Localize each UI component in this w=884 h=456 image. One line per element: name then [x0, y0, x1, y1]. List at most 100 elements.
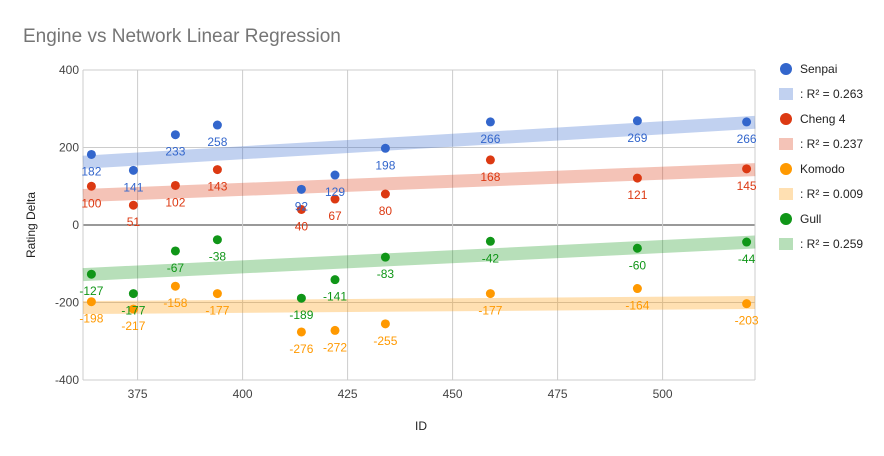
- data-label-cheng-4: 145: [737, 179, 757, 193]
- data-label-komodo: -164: [625, 299, 649, 313]
- point-komodo: [296, 327, 306, 337]
- legend-marker-gull: [780, 213, 792, 225]
- x-tick-label: 375: [128, 387, 148, 401]
- point-senpai: [632, 116, 642, 126]
- data-label-komodo: -276: [289, 342, 313, 356]
- data-label-senpai: 233: [165, 145, 185, 159]
- point-komodo: [380, 319, 390, 329]
- point-gull: [128, 289, 138, 299]
- data-label-gull: -83: [377, 267, 395, 281]
- legend-trend-label-senpai: : R² = 0.263: [800, 87, 863, 101]
- grid: [82, 69, 756, 381]
- point-gull: [86, 269, 96, 279]
- point-komodo: [632, 284, 642, 294]
- point-gull: [170, 246, 180, 256]
- data-label-komodo: -255: [373, 334, 397, 348]
- point-senpai: [380, 143, 390, 153]
- point-senpai: [296, 184, 306, 194]
- data-label-gull: -177: [121, 304, 145, 318]
- x-axis-label: ID: [415, 419, 427, 433]
- legend-trend-label-cheng-4: : R² = 0.237: [800, 137, 863, 151]
- trendline-senpai: [82, 115, 756, 169]
- point-cheng-4: [632, 173, 642, 183]
- y-tick-label: 200: [59, 141, 79, 155]
- data-label-senpai: 129: [325, 185, 345, 199]
- y-tick-label: -200: [55, 296, 79, 310]
- x-tick-label: 500: [653, 387, 673, 401]
- point-cheng-4: [485, 155, 495, 165]
- point-komodo: [128, 304, 138, 314]
- legend-trend-swatch-senpai: [779, 88, 793, 100]
- point-gull: [742, 237, 752, 247]
- data-label-gull: -38: [209, 250, 227, 264]
- data-label-senpai: 266: [737, 132, 757, 146]
- data-label-komodo: -217: [121, 319, 145, 333]
- trendline-gull: [82, 235, 756, 282]
- legend-trend-swatch-komodo: [779, 188, 793, 200]
- data-label-cheng-4: 168: [480, 170, 500, 184]
- legend-marker-komodo: [780, 163, 792, 175]
- chart-title: Engine vs Network Linear Regression: [23, 26, 341, 47]
- data-label-komodo: -177: [205, 304, 229, 318]
- y-axis-label: Rating Delta: [24, 192, 38, 258]
- data-label-komodo: -198: [79, 312, 103, 326]
- data-label-cheng-4: 121: [627, 188, 647, 202]
- data-label-senpai: 269: [627, 131, 647, 145]
- point-komodo: [170, 281, 180, 291]
- data-label-cheng-4: 100: [81, 196, 101, 210]
- point-cheng-4: [128, 200, 138, 210]
- data-label-cheng-4: 143: [207, 180, 227, 194]
- data-label-gull: -44: [738, 252, 756, 266]
- y-tick-label: 0: [72, 218, 79, 232]
- legend-trend-swatch-cheng-4: [779, 138, 793, 150]
- data-label-gull: -127: [79, 284, 103, 298]
- x-tick-label: 475: [548, 387, 568, 401]
- data-label-gull: -42: [482, 251, 500, 265]
- x-tick-label: 400: [233, 387, 253, 401]
- point-senpai: [86, 149, 96, 159]
- trendline-komodo: [82, 296, 756, 315]
- data-label-gull: -141: [323, 290, 347, 304]
- trendline-cheng-4: [82, 163, 756, 203]
- point-senpai: [128, 165, 138, 175]
- legend-marker-cheng-4: [780, 113, 792, 125]
- legend-trend-label-gull: : R² = 0.259: [800, 237, 863, 251]
- point-cheng-4: [170, 180, 180, 190]
- data-label-cheng-4: 67: [328, 209, 342, 223]
- point-gull: [632, 243, 642, 253]
- point-cheng-4: [86, 181, 96, 191]
- point-senpai: [485, 117, 495, 127]
- data-label-gull: -67: [167, 261, 185, 275]
- legend-marker-senpai: [780, 63, 792, 75]
- legend-label-gull: Gull: [800, 212, 821, 226]
- y-tick-label: -400: [55, 373, 79, 387]
- data-labels: 182 141 233 258 92 129 198 266 269 266 100 51 102 143…: [79, 131, 759, 356]
- trendlines: [82, 115, 756, 315]
- data-label-komodo: -272: [323, 340, 347, 354]
- point-komodo: [330, 325, 340, 335]
- data-label-senpai: 266: [480, 132, 500, 146]
- point-senpai: [330, 170, 340, 180]
- point-gull: [380, 252, 390, 262]
- point-cheng-4: [212, 165, 222, 175]
- point-komodo: [212, 289, 222, 299]
- data-label-senpai: 182: [81, 164, 101, 178]
- data-label-cheng-4: 80: [379, 204, 393, 218]
- data-label-komodo: -177: [478, 304, 502, 318]
- data-label-senpai: 141: [123, 180, 143, 194]
- point-gull: [485, 236, 495, 246]
- data-label-senpai: 258: [207, 135, 227, 149]
- point-senpai: [212, 120, 222, 130]
- data-label-komodo: -203: [735, 314, 759, 328]
- data-points: [86, 116, 752, 337]
- legend-label-komodo: Komodo: [800, 162, 845, 176]
- data-label-cheng-4: 51: [127, 215, 141, 229]
- point-cheng-4: [380, 189, 390, 199]
- point-cheng-4: [296, 205, 306, 214]
- legend-label-senpai: Senpai: [800, 62, 837, 76]
- point-gull: [212, 235, 222, 245]
- point-komodo: [485, 289, 495, 299]
- point-gull: [330, 275, 340, 285]
- legend-trend-swatch-gull: [779, 238, 793, 250]
